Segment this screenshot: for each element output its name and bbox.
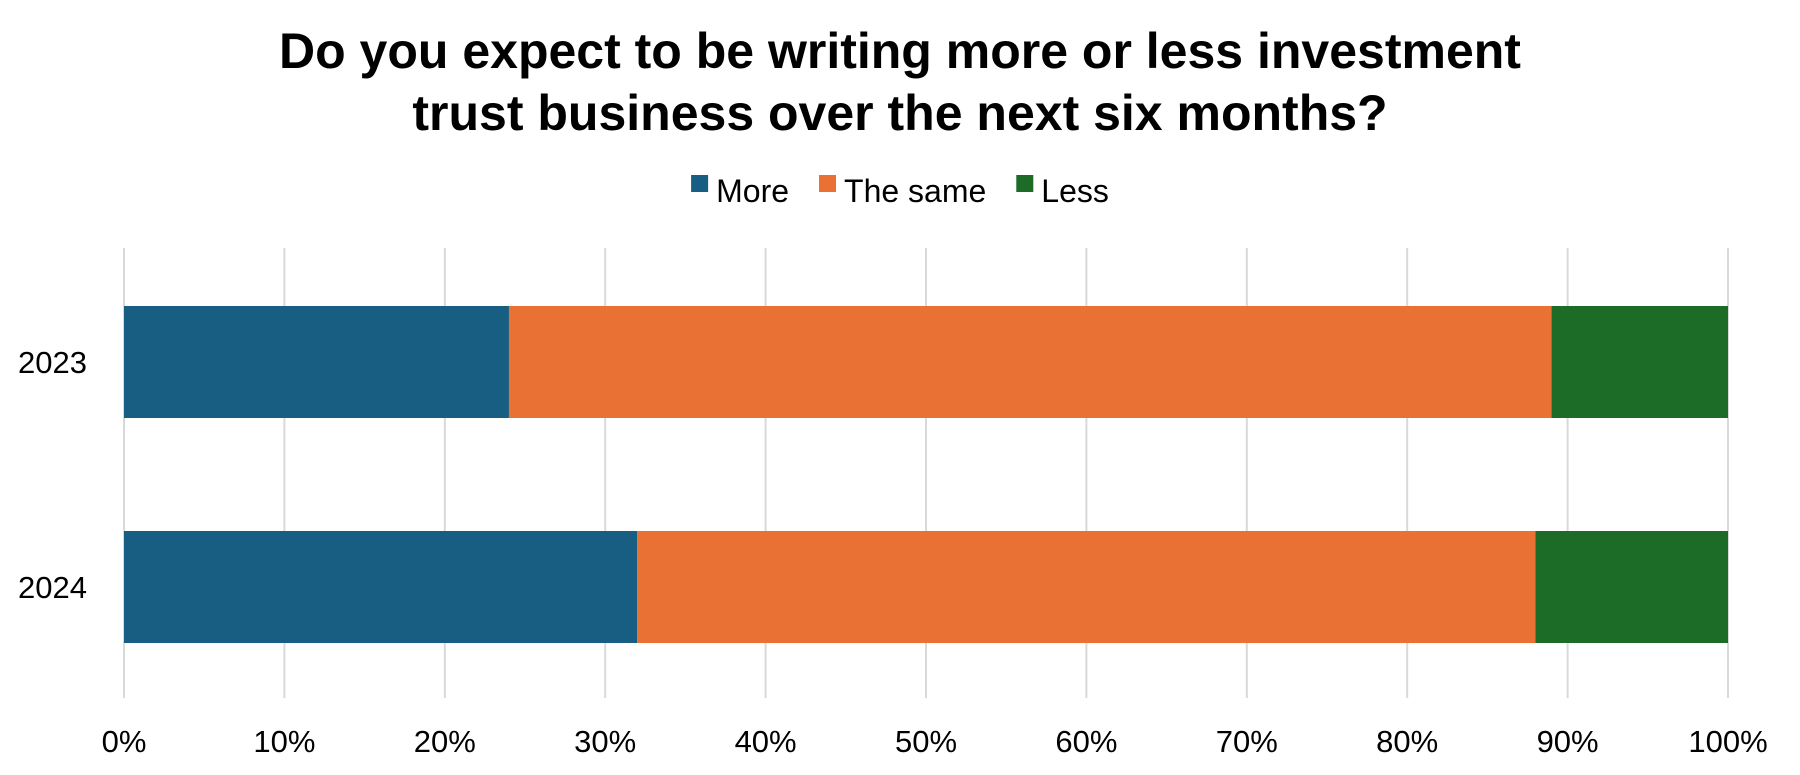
legend-label: The same <box>844 173 986 209</box>
bar-2023-less <box>1551 306 1728 418</box>
legend-item-the-same: The same <box>819 173 986 209</box>
x-tick-label-3: 30% <box>574 724 636 759</box>
bar-2024-more <box>124 531 638 643</box>
legend-label: Less <box>1041 173 1109 209</box>
bar-2024-less <box>1535 531 1728 643</box>
bar-2024-the-same <box>637 531 1536 643</box>
bars <box>124 306 1728 643</box>
chart-title-line-1: Do you expect to be writing more or less… <box>279 23 1521 79</box>
x-tick-label-4: 40% <box>735 724 797 759</box>
bar-2023-more <box>124 306 509 418</box>
x-axis: 0% 10% 20% 30% 40% 50% 60% 70% 80% 90% 100% <box>102 724 1768 759</box>
x-tick-label-1: 10% <box>253 724 315 759</box>
legend: More The same Less <box>691 173 1109 209</box>
bar-2023-the-same <box>508 306 1552 418</box>
y-tick-label-2023: 2023 <box>18 345 87 380</box>
x-tick-label-9: 90% <box>1537 724 1599 759</box>
x-tick-label-7: 70% <box>1216 724 1278 759</box>
x-tick-label-10: 100% <box>1688 724 1767 759</box>
x-tick-label-8: 80% <box>1376 724 1438 759</box>
x-tick-label-0: 0% <box>102 724 147 759</box>
y-tick-label-2024: 2024 <box>18 570 87 605</box>
legend-item-more: More <box>691 173 789 209</box>
y-axis: 2023 2024 <box>18 345 87 605</box>
legend-swatch <box>819 175 837 192</box>
legend-swatch <box>691 175 709 192</box>
x-tick-label-2: 20% <box>414 724 476 759</box>
legend-swatch <box>1016 175 1034 192</box>
x-tick-label-6: 60% <box>1055 724 1117 759</box>
legend-label: More <box>716 173 789 209</box>
chart-title-line-2: trust business over the next six months? <box>412 85 1387 141</box>
x-tick-label-5: 50% <box>895 724 957 759</box>
legend-item-less: Less <box>1016 173 1109 209</box>
